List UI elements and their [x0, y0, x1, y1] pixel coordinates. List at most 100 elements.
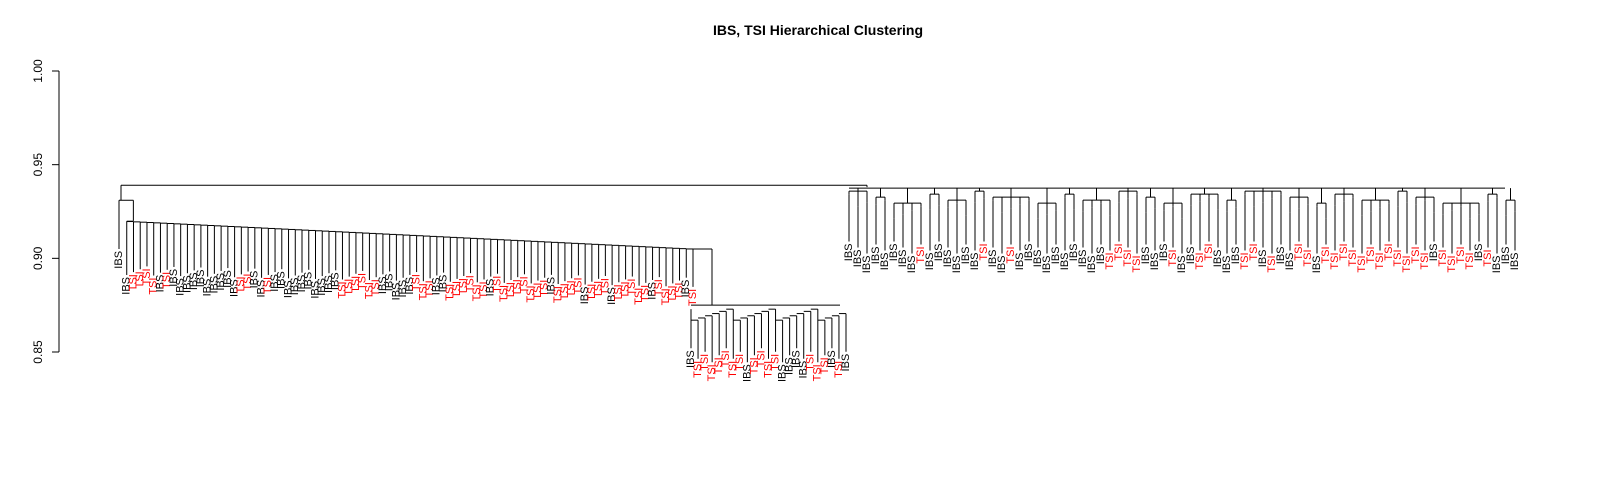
leaf-label: IBS [1032, 249, 1044, 267]
y-axis: 0.85 0.90 0.95 1.00 [31, 59, 60, 364]
leaf-label: IBS [168, 269, 180, 287]
leaf-label: TSI [599, 278, 611, 295]
leaf-label: IBS [840, 354, 852, 372]
leaf-label: TSI [1401, 255, 1413, 272]
leaf-label: IBS [1086, 255, 1098, 273]
leaf-label: TSI [720, 350, 732, 367]
leaf-label: TSI [727, 361, 739, 378]
leaf-label: TSI [1302, 249, 1314, 266]
leaf-label: TSI [141, 268, 153, 285]
leaf-label: IBS [309, 281, 321, 299]
leaf-label: TSI [572, 277, 584, 294]
leaf-label: IBS [1509, 252, 1521, 270]
leaf-label: TSI [1410, 246, 1422, 263]
leaf-label: IBS [1068, 243, 1080, 261]
leaf-label: IBS [1500, 246, 1512, 264]
leaf-label: TSI [653, 279, 665, 296]
leaf-label: TSI [978, 243, 990, 260]
y-tick-label: 0.85 [31, 340, 45, 364]
leaf-label: TSI [566, 280, 578, 297]
leaf-label: IBS [960, 246, 972, 264]
leaf-label: TSI [518, 276, 530, 293]
leaf-label: IBS [545, 277, 557, 295]
leaf-label: TSI [532, 283, 544, 300]
leaf-label: IBS [113, 251, 125, 269]
leaf-label: TSI [706, 364, 718, 381]
leaf-label: IBS [1023, 243, 1035, 261]
leaf-label: IBS [1284, 252, 1296, 270]
leaf-label: IBS [1041, 255, 1053, 273]
leaf-label: IBS [276, 271, 288, 289]
leaf-label: TSI [336, 281, 348, 298]
leaf-label: TSI [1392, 249, 1404, 266]
leaf-label: TSI [640, 285, 652, 302]
leaf-label: TSI [1005, 246, 1017, 263]
leaf-label: IBS [222, 270, 234, 288]
leaf-label: IBS [897, 249, 909, 267]
leaf-label: TSI [1419, 252, 1431, 269]
leaf-label: TSI [1113, 243, 1125, 260]
leaf-label: TSI [762, 361, 774, 378]
leaf-label: TSI [819, 357, 831, 374]
leaf-label: TSI [613, 284, 625, 301]
leaf-label: TSI [411, 274, 423, 291]
leaf-label: TSI [915, 246, 927, 263]
leaf-label: IBS [121, 277, 133, 295]
leaf-label: IBS [1176, 255, 1188, 273]
leaf-label: TSI [498, 285, 510, 302]
leaf-label: IBS [323, 275, 335, 293]
leaf-label: TSI [1374, 252, 1386, 269]
leaf-label: IBS [969, 252, 981, 270]
leaf-label: TSI [619, 281, 631, 298]
leaf-label: TSI [1347, 249, 1359, 266]
leaf-label: TSI [1446, 255, 1458, 272]
leaf-label: TSI [1329, 252, 1341, 269]
leaf-label: IBS [1212, 249, 1224, 267]
leaf-label: IBS [951, 255, 963, 273]
chart-title: IBS, TSI Hierarchical Clustering [713, 22, 923, 38]
leaf-label: IBS [437, 275, 449, 293]
leaf-label: IBS [1149, 252, 1161, 270]
leaf-label: IBS [776, 364, 788, 382]
leaf-label: IBS [181, 275, 193, 293]
leaf-label: TSI [1464, 252, 1476, 269]
leaf-label: IBS [791, 350, 803, 368]
leaf-label: IBS [485, 279, 497, 297]
leaf-label: IBS [282, 280, 294, 298]
leaf-label: TSI [1356, 255, 1368, 272]
leaf-label: IBS [296, 275, 308, 293]
leaf-label: TSI [1131, 255, 1143, 272]
leaf-label: IBS [249, 271, 261, 289]
leaf-label: TSI [1437, 249, 1449, 266]
leaf-label: IBS [861, 255, 873, 273]
y-tick-label: 1.00 [31, 59, 45, 83]
leaf-label: TSI [235, 276, 247, 293]
leaf-label: IBS [680, 280, 692, 298]
leaf-label: IBS [798, 361, 810, 379]
leaf-label: TSI [161, 272, 173, 289]
leaf-label: TSI [478, 281, 490, 298]
leaf-label: TSI [357, 273, 369, 290]
leaf-label: TSI [350, 276, 362, 293]
leaf-label: IBS [289, 277, 301, 295]
leaf-label: TSI [1338, 243, 1350, 260]
dendrogram-branches [118, 184, 1516, 363]
leaf-label: TSI [1122, 249, 1134, 266]
leaf-label: IBS [431, 277, 443, 295]
leaf-label: TSI [471, 284, 483, 301]
leaf-label: IBS [1050, 246, 1062, 264]
leaf-label: IBS [646, 282, 658, 300]
leaf-label: IBS [195, 270, 207, 288]
leaf-label: TSI [1293, 243, 1305, 260]
leaf-label: IBS [933, 243, 945, 261]
leaf-label: TSI [1167, 249, 1179, 266]
leaf-label: IBS [1095, 246, 1107, 264]
leaf-label: TSI [370, 279, 382, 296]
leaf-label: IBS [870, 246, 882, 264]
leaf-label: TSI [586, 284, 598, 301]
leaf-label: TSI [687, 289, 699, 306]
leaf-label: IBS [255, 280, 267, 298]
leaf-label: TSI [444, 284, 456, 301]
leaf-label: IBS [1014, 252, 1026, 270]
leaf-label: IBS [606, 287, 618, 305]
